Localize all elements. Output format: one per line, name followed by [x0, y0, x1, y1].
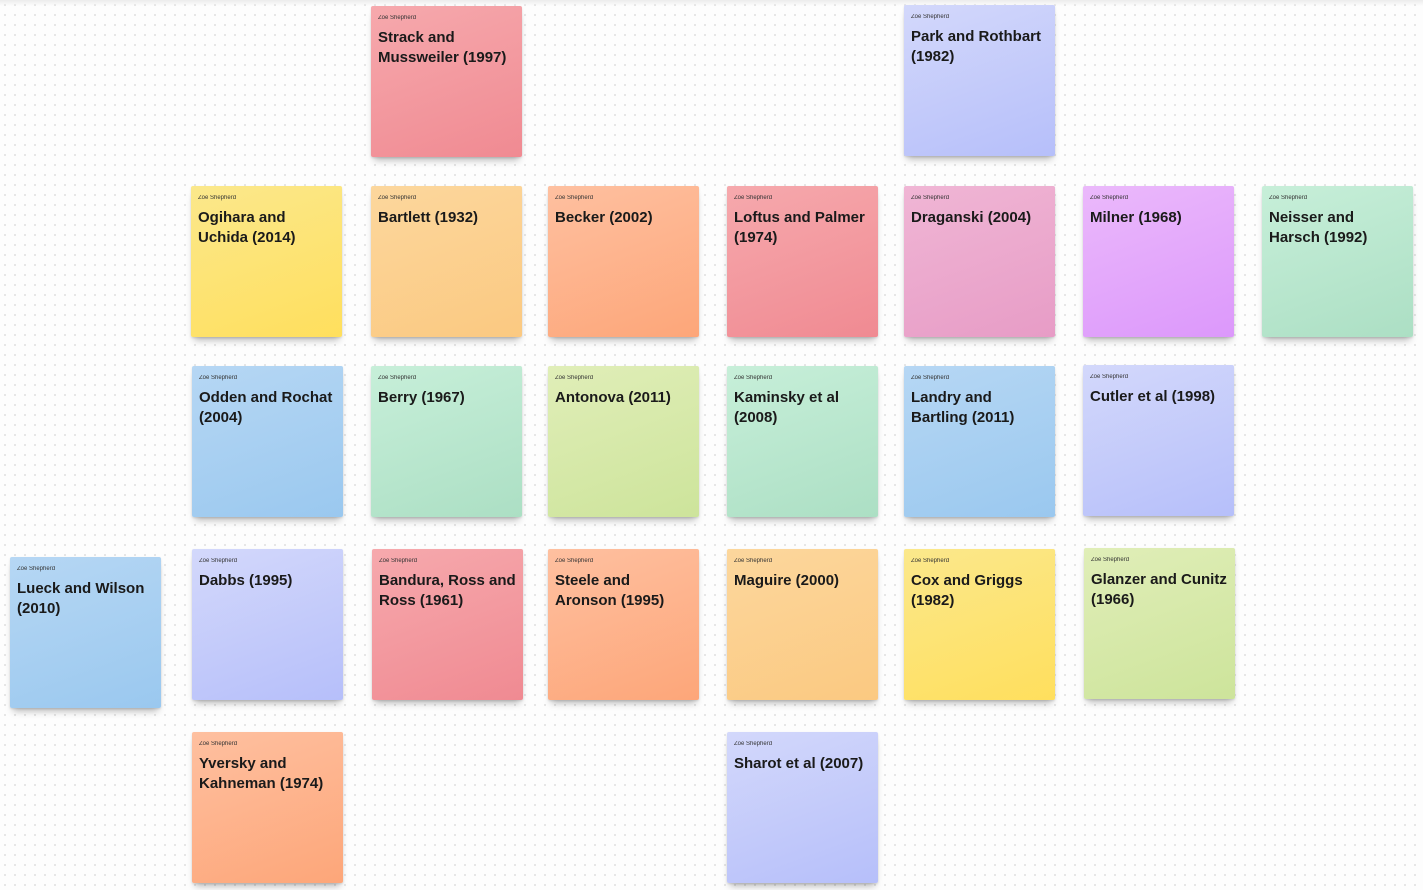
note-author: Zoe Shepherd	[1090, 374, 1129, 380]
note-title: Draganski (2004)	[911, 209, 1032, 226]
note-author: Zoe Shepherd	[734, 558, 773, 564]
note-author: Zoe Shepherd	[734, 741, 773, 747]
sticky-note[interactable]: Zoe Shepherd Cox and Griggs (1982)	[904, 549, 1055, 700]
note-title: Strack and Mussweiler (1997)	[378, 29, 507, 66]
note-author: Zoe Shepherd	[199, 375, 238, 381]
sticky-note[interactable]: Zoe Shepherd Landry and Bartling (2011)	[904, 366, 1055, 517]
sticky-note[interactable]: Zoe Shepherd Dabbs (1995)	[192, 549, 343, 700]
note-title: Kaminsky et al (2008)	[734, 389, 840, 426]
note-title: Yversky and Kahneman (1974)	[199, 755, 324, 792]
sticky-note[interactable]: Zoe Shepherd Lueck and Wilson (2010)	[10, 557, 161, 708]
sticky-note[interactable]: Zoe Shepherd Sharot et al (2007)	[727, 732, 878, 883]
sticky-note[interactable]: Zoe Shepherd Antonova (2011)	[548, 366, 699, 517]
note-author: Zoe Shepherd	[379, 558, 418, 564]
sticky-note[interactable]: Zoe Shepherd Milner (1968)	[1083, 186, 1234, 337]
note-title: Maguire (2000)	[734, 572, 840, 589]
sticky-note[interactable]: Zoe Shepherd Glanzer and Cunitz (1966)	[1084, 548, 1235, 699]
sticky-note[interactable]: Zoe Shepherd Becker (2002)	[548, 186, 699, 337]
note-author: Zoe Shepherd	[555, 195, 594, 201]
note-title: Neisser and Harsch (1992)	[1269, 209, 1368, 246]
note-title: Sharot et al (2007)	[734, 755, 864, 772]
note-title: Milner (1968)	[1090, 209, 1182, 226]
note-title: Bartlett (1932)	[378, 209, 479, 226]
sticky-note[interactable]: Zoe Shepherd Berry (1967)	[371, 366, 522, 517]
note-author: Zoe Shepherd	[734, 195, 773, 201]
note-title: Bandura, Ross and Ross (1961)	[379, 572, 516, 609]
note-title: Berry (1967)	[378, 389, 465, 406]
top-edge-shadow	[0, 0, 1423, 6]
note-title: Cutler et al (1998)	[1090, 388, 1216, 405]
note-author: Zoe Shepherd	[198, 195, 237, 201]
note-author: Zoe Shepherd	[378, 195, 417, 201]
sticky-note[interactable]: Zoe Shepherd Ogihara and Uchida (2014)	[191, 186, 342, 337]
note-author: Zoe Shepherd	[734, 375, 773, 381]
note-title: Park and Rothbart (1982)	[911, 28, 1042, 65]
note-author: Zoe Shepherd	[1090, 195, 1129, 201]
note-title: Steele and Aronson (1995)	[555, 572, 665, 609]
sticky-note[interactable]: Zoe Shepherd Draganski (2004)	[904, 186, 1055, 337]
note-author: Zoe Shepherd	[378, 375, 417, 381]
note-title: Glanzer and Cunitz (1966)	[1091, 571, 1227, 608]
note-author: Zoe Shepherd	[199, 741, 238, 747]
sticky-note[interactable]: Zoe Shepherd Yversky and Kahneman (1974)	[192, 732, 343, 883]
note-author: Zoe Shepherd	[17, 566, 56, 572]
note-author: Zoe Shepherd	[1091, 557, 1130, 563]
note-title: Antonova (2011)	[555, 389, 671, 406]
sticky-note[interactable]: Zoe Shepherd Loftus and Palmer (1974)	[727, 186, 878, 337]
note-author: Zoe Shepherd	[911, 558, 950, 564]
sticky-note[interactable]: Zoe Shepherd Bartlett (1932)	[371, 186, 522, 337]
note-title: Ogihara and Uchida (2014)	[198, 209, 296, 246]
note-author: Zoe Shepherd	[1269, 195, 1308, 201]
note-title: Landry and Bartling (2011)	[911, 389, 1015, 426]
sticky-note[interactable]: Zoe Shepherd Park and Rothbart (1982)	[904, 5, 1055, 156]
note-title: Cox and Griggs (1982)	[911, 572, 1023, 609]
sticky-note[interactable]: Zoe Shepherd Neisser and Harsch (1992)	[1262, 186, 1413, 337]
note-author: Zoe Shepherd	[199, 558, 238, 564]
sticky-note[interactable]: Zoe Shepherd Steele and Aronson (1995)	[548, 549, 699, 700]
note-title: Odden and Rochat (2004)	[199, 389, 333, 426]
note-author: Zoe Shepherd	[378, 15, 417, 21]
note-author: Zoe Shepherd	[555, 558, 594, 564]
note-title: Loftus and Palmer (1974)	[734, 209, 865, 246]
note-author: Zoe Shepherd	[911, 375, 950, 381]
sticky-note[interactable]: Zoe Shepherd Strack and Mussweiler (1997…	[371, 6, 522, 157]
sticky-note[interactable]: Zoe Shepherd Kaminsky et al (2008)	[727, 366, 878, 517]
sticky-note[interactable]: Zoe Shepherd Odden and Rochat (2004)	[192, 366, 343, 517]
note-title: Lueck and Wilson (2010)	[17, 580, 145, 617]
note-author: Zoe Shepherd	[555, 375, 594, 381]
note-author: Zoe Shepherd	[911, 195, 950, 201]
sticky-note[interactable]: Zoe Shepherd Bandura, Ross and Ross (196…	[372, 549, 523, 700]
note-title: Becker (2002)	[555, 209, 653, 226]
sticky-note[interactable]: Zoe Shepherd Maguire (2000)	[727, 549, 878, 700]
sticky-note[interactable]: Zoe Shepherd Cutler et al (1998)	[1083, 365, 1234, 516]
note-title: Dabbs (1995)	[199, 572, 293, 589]
note-author: Zoe Shepherd	[911, 14, 950, 20]
